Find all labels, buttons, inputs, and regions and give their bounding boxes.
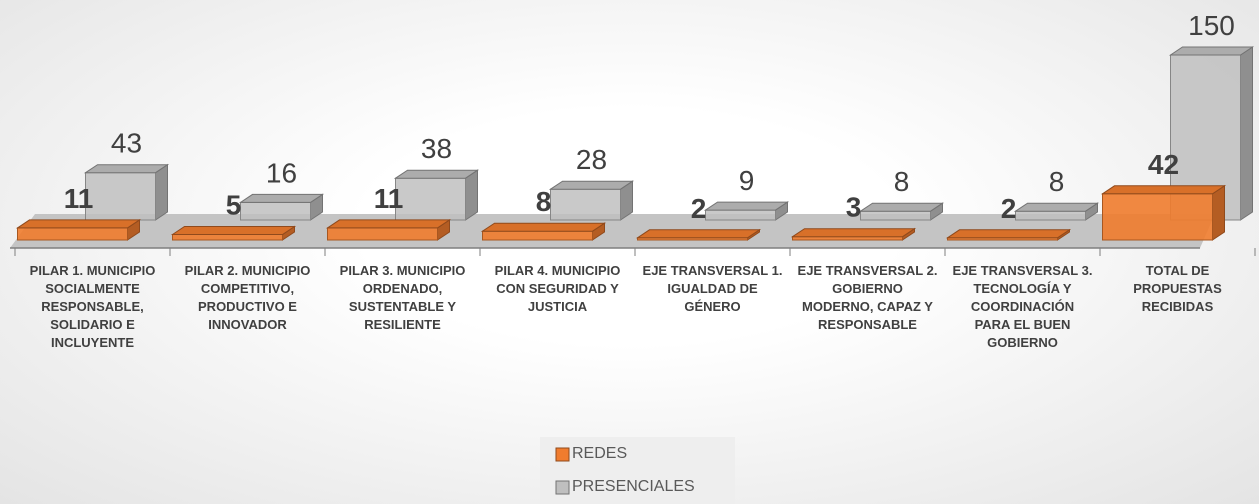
- bar: [17, 227, 128, 241]
- bar-side: [1240, 46, 1253, 221]
- value-label: 5: [226, 190, 242, 221]
- bar-top: [548, 180, 635, 190]
- bar-top: [15, 219, 142, 229]
- value-label: 2: [1001, 193, 1017, 224]
- bar-top: [1168, 46, 1255, 56]
- bar-top: [703, 201, 790, 211]
- value-label: 43: [111, 128, 142, 159]
- bar-top: [945, 229, 1072, 239]
- x-tick-label: PILAR 1. MUNICIPIO SOCIALMENTE RESPONSAB…: [29, 263, 156, 350]
- bar-side: [465, 169, 478, 221]
- bar: [550, 188, 621, 221]
- bar-top: [393, 169, 480, 179]
- value-label: 2: [691, 193, 707, 224]
- value-label: 150: [1188, 10, 1235, 41]
- bar: [240, 201, 311, 221]
- bar-top: [170, 226, 297, 235]
- x-tick-label: PILAR 2. MUNICIPIO COMPETITIVO, PRODUCTI…: [184, 263, 311, 332]
- bar-top: [238, 193, 325, 203]
- bar: [327, 227, 438, 241]
- bar: [1102, 193, 1213, 241]
- value-label: 3: [846, 192, 862, 223]
- x-tick-label: TOTAL DE PROPUESTAS RECIBIDAS: [1133, 263, 1222, 314]
- value-label: 8: [1049, 166, 1065, 197]
- value-label: 8: [894, 166, 910, 197]
- value-label: 11: [374, 183, 404, 214]
- bar-top: [325, 219, 452, 229]
- x-tick-label: PILAR 3. MUNICIPIO ORDENADO, SUSTENTABLE…: [339, 263, 466, 332]
- floor: [10, 214, 1215, 248]
- bar: [860, 210, 931, 221]
- bar-top: [790, 228, 917, 238]
- bar-side: [155, 163, 168, 221]
- value-label: 38: [421, 133, 452, 164]
- bar: [1015, 210, 1086, 221]
- bar-side: [1212, 184, 1225, 241]
- legend-label: REDES: [572, 445, 628, 462]
- x-tick-label: EJE TRANSVERSAL 3. TECNOLOGÍA Y COORDINA…: [952, 263, 1093, 350]
- bar-top: [83, 164, 170, 174]
- bar-top: [1100, 185, 1227, 195]
- value-label: 8: [536, 186, 552, 217]
- value-label: 16: [266, 157, 297, 188]
- bar: [395, 177, 466, 221]
- value-label: 42: [1148, 149, 1179, 180]
- bar: [482, 230, 593, 241]
- legend-swatch: [555, 480, 570, 495]
- value-label: 28: [576, 144, 607, 175]
- bar-top: [480, 222, 607, 232]
- bar: [85, 172, 156, 221]
- x-tick-label: PILAR 4. MUNICIPIO CON SEGURIDAD Y JUSTI…: [494, 263, 621, 314]
- x-tick-label: EJE TRANSVERSAL 1. IGUALDAD DE GÉNERO: [642, 263, 783, 314]
- bar-top: [858, 202, 945, 212]
- x-tick-label: EJE TRANSVERSAL 2. GOBIERNO MODERNO, CAP…: [797, 263, 938, 332]
- value-label: 11: [64, 183, 94, 214]
- bar: [172, 234, 283, 241]
- legend-swatch: [555, 447, 570, 462]
- bar-top: [1013, 202, 1100, 212]
- bar: [705, 209, 776, 221]
- bar-top: [635, 229, 762, 239]
- legend-box: [540, 437, 735, 504]
- value-label: 9: [739, 165, 755, 196]
- legend-label: PRESENCIALES: [572, 478, 695, 495]
